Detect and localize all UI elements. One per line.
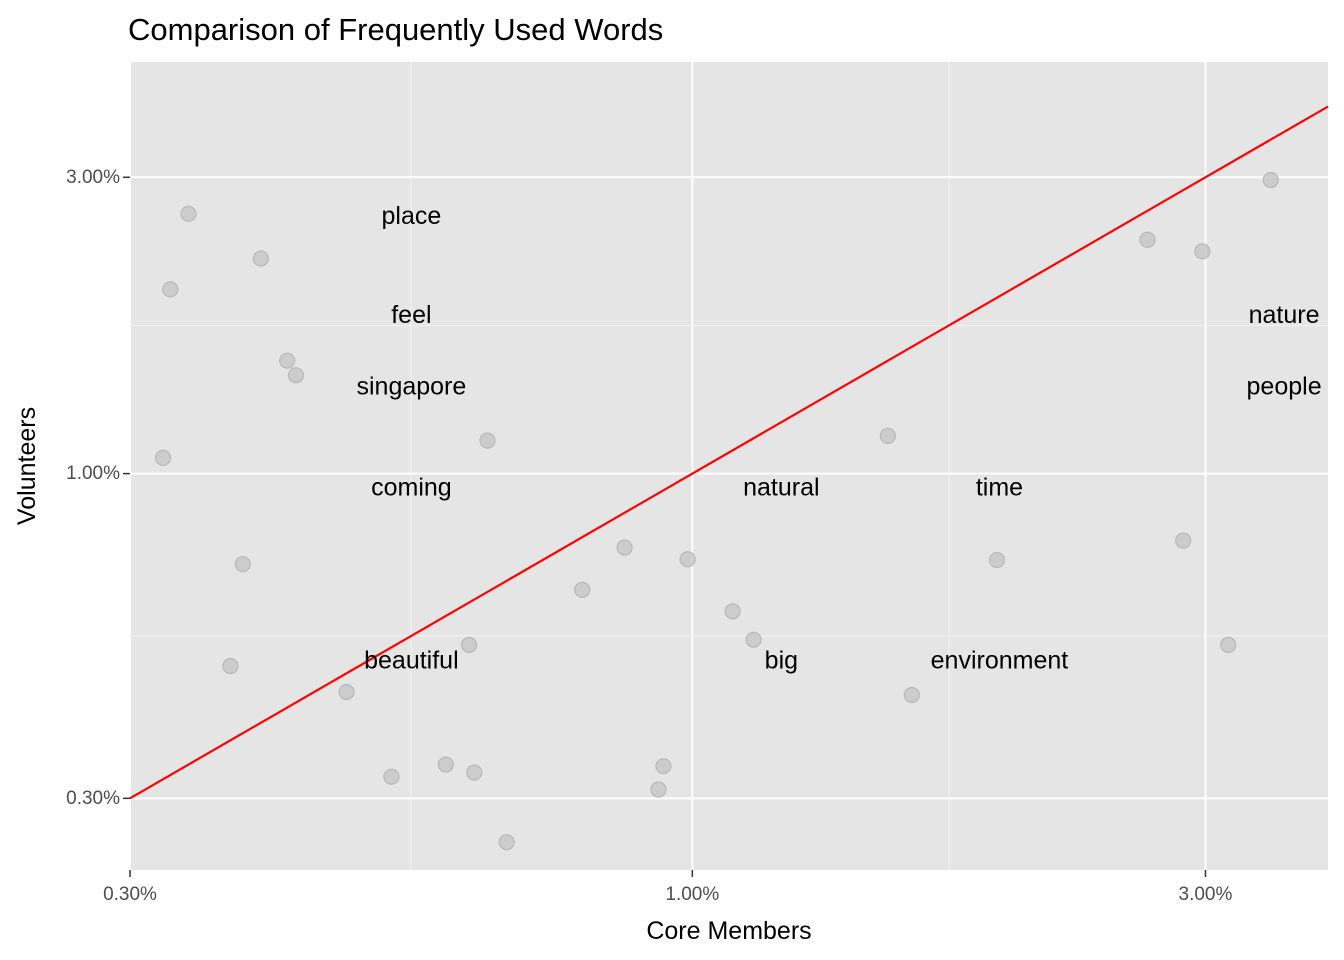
chart-title: Comparison of Frequently Used Words xyxy=(128,12,663,47)
data-point xyxy=(655,758,672,775)
data-point xyxy=(437,756,454,773)
data-point xyxy=(460,636,478,653)
word-label: singapore xyxy=(356,373,466,401)
data-point xyxy=(1139,231,1156,248)
y-tick-label: 1.00% xyxy=(66,463,120,484)
data-point xyxy=(988,551,1006,569)
word-label: natural xyxy=(743,473,819,501)
word-label: big xyxy=(765,647,798,675)
word-labels: place feel singapore coming beautiful natural… xyxy=(356,202,1321,675)
data-point xyxy=(1220,636,1237,653)
x-tick-label: 1.00% xyxy=(665,884,719,905)
data-point xyxy=(162,281,179,298)
data-points xyxy=(154,171,1279,851)
data-point xyxy=(1194,243,1211,260)
reference-line xyxy=(129,105,1329,800)
major-gridlines xyxy=(129,62,1328,870)
word-label: feel xyxy=(391,301,431,329)
data-point xyxy=(222,657,239,675)
x-axis-title: Core Members xyxy=(646,917,811,945)
data-point xyxy=(279,352,296,369)
data-point xyxy=(180,205,197,222)
data-point xyxy=(252,250,269,267)
plot-panel xyxy=(130,62,1328,870)
data-point xyxy=(724,603,741,620)
data-point xyxy=(574,581,591,598)
word-label: people xyxy=(1247,373,1322,401)
data-point xyxy=(479,432,496,449)
x-tick-label: 0.30% xyxy=(103,884,157,905)
data-point xyxy=(903,686,920,704)
x-axis-ticks: 0.30% 1.00% 3.00% xyxy=(103,870,1233,905)
data-point xyxy=(650,781,667,798)
data-point xyxy=(879,427,896,445)
word-label: time xyxy=(976,473,1023,501)
minor-gridlines xyxy=(130,62,1328,870)
data-point xyxy=(745,631,762,648)
data-point xyxy=(498,834,515,851)
word-label: place xyxy=(382,202,442,230)
data-point xyxy=(383,768,400,785)
y-tick-label: 0.30% xyxy=(66,788,120,809)
word-label: nature xyxy=(1249,301,1320,329)
y-axis-title: Volunteers xyxy=(13,407,41,525)
y-axis-ticks: 0.30% 1.00% 3.00% xyxy=(66,167,130,809)
data-point xyxy=(1175,532,1192,549)
data-point xyxy=(338,683,355,701)
data-point xyxy=(466,764,483,781)
word-label: environment xyxy=(931,647,1069,675)
data-point xyxy=(234,555,251,573)
data-point xyxy=(616,539,633,556)
word-label: coming xyxy=(371,473,452,501)
y-tick-label: 3.00% xyxy=(66,167,120,188)
x-tick-label: 3.00% xyxy=(1179,884,1233,905)
data-point xyxy=(679,551,696,568)
data-point xyxy=(1262,171,1279,189)
data-point xyxy=(154,449,172,466)
word-label: beautiful xyxy=(364,647,459,675)
data-point xyxy=(287,367,305,384)
